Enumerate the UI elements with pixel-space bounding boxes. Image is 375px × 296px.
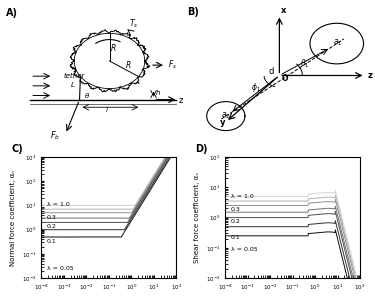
- Text: y: y: [220, 118, 226, 127]
- Text: λ = 0.05: λ = 0.05: [231, 247, 257, 252]
- Text: 0.1: 0.1: [231, 235, 240, 240]
- Text: $\phi_1$: $\phi_1$: [251, 81, 261, 94]
- Text: 0.3: 0.3: [231, 207, 241, 212]
- Text: L: L: [71, 82, 75, 88]
- Text: 0.3: 0.3: [47, 215, 57, 220]
- Text: λ = 1.0: λ = 1.0: [231, 194, 254, 199]
- Text: $a_1$: $a_1$: [333, 38, 342, 48]
- Y-axis label: Normal force coefficient, αₙ: Normal force coefficient, αₙ: [10, 170, 16, 266]
- Text: z: z: [179, 96, 183, 105]
- Text: l: l: [106, 107, 108, 113]
- Text: 0.2: 0.2: [231, 219, 241, 224]
- Text: $\theta_1$: $\theta_1$: [300, 58, 310, 70]
- Text: A): A): [6, 9, 18, 18]
- Text: R: R: [111, 44, 117, 53]
- Text: C): C): [12, 144, 23, 154]
- Text: z: z: [368, 71, 372, 80]
- Text: tether: tether: [64, 73, 85, 78]
- Text: $T_s$: $T_s$: [129, 17, 138, 30]
- Text: d: d: [269, 67, 274, 76]
- Text: 0.1: 0.1: [47, 239, 57, 244]
- Text: B): B): [188, 7, 200, 17]
- Text: $F_b$: $F_b$: [50, 129, 60, 142]
- Text: x: x: [281, 6, 286, 15]
- Text: λ = 0.05: λ = 0.05: [47, 266, 74, 271]
- Text: 0.2: 0.2: [47, 224, 57, 229]
- Text: O: O: [281, 74, 288, 83]
- Text: h: h: [155, 90, 160, 96]
- Text: λ = 1.0: λ = 1.0: [47, 202, 70, 207]
- Y-axis label: Shear force coefficient, αₛ: Shear force coefficient, αₛ: [194, 172, 200, 263]
- Text: $a_2$: $a_2$: [221, 110, 231, 120]
- Text: $F_s$: $F_s$: [168, 58, 177, 71]
- Text: D): D): [195, 144, 208, 154]
- Text: R: R: [125, 61, 130, 70]
- Text: $\theta$: $\theta$: [84, 91, 90, 99]
